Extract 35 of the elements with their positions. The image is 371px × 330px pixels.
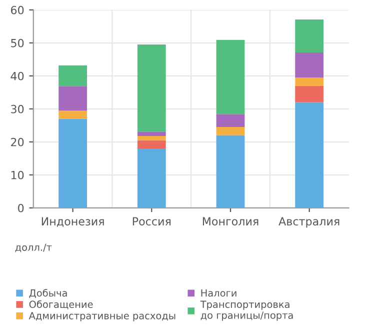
bar	[137, 132, 166, 136]
bar	[295, 102, 324, 208]
bar	[216, 40, 245, 114]
bar	[216, 127, 245, 136]
bar	[58, 86, 87, 111]
bar	[58, 65, 87, 86]
bar	[58, 110, 87, 119]
legend-label: Обогащение	[29, 300, 93, 310]
bar	[216, 135, 245, 208]
legend-label: Транспортировка до границы/порта	[200, 300, 293, 321]
y-tick-label: 30	[11, 104, 24, 114]
x-tick-label: Австралия	[278, 217, 340, 228]
bar	[295, 19, 324, 52]
bar	[295, 78, 324, 86]
x-tick-label: Монголия	[202, 217, 258, 226]
y-tick-label: 40	[10, 72, 24, 80]
y-tick-label: 60	[11, 6, 24, 14]
legend-label: Налоги	[201, 289, 236, 297]
bar	[216, 114, 245, 128]
bar	[137, 140, 166, 148]
bar	[137, 44, 166, 132]
y-tick-label: 0	[18, 204, 24, 212]
bar	[295, 86, 324, 102]
y-tick-label: 50	[11, 38, 24, 48]
legend-label: Добыча	[29, 288, 67, 298]
y-tick-label: 10	[11, 170, 24, 180]
y-axis-title: долл./т	[15, 244, 52, 252]
x-tick-label: Россия	[132, 217, 171, 226]
bar	[137, 136, 166, 140]
bar	[58, 118, 87, 208]
y-tick-label: 20	[11, 138, 24, 146]
x-tick-label: Индонезия	[42, 217, 104, 227]
legend-label: Административные расходы	[28, 312, 176, 322]
bar	[295, 52, 324, 78]
bar	[137, 148, 166, 208]
